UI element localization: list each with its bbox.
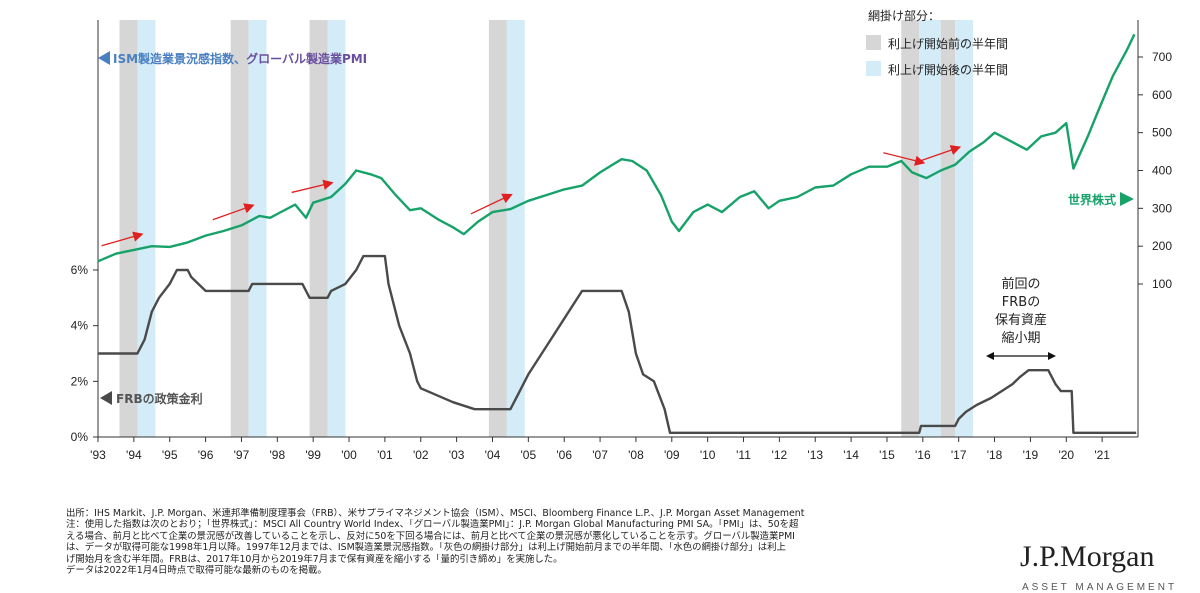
- source-line: 出所：IHS Markit、J.P. Morgan、米連邦準備制度理事会（FRB…: [66, 508, 805, 519]
- x-tick-label: '10: [700, 448, 716, 462]
- source-line: 注：使用した指数は次のとおり；「世界株式」：MSCI All Country W…: [66, 519, 799, 531]
- x-tick-label: '15: [879, 448, 895, 462]
- trend-arrow-icon: [919, 145, 962, 162]
- fed-rate-line: [98, 254, 1137, 434]
- source-line: データは2022年1月4日時点で取得可能な最新のものを掲載。: [66, 565, 327, 577]
- x-tick-label: '19: [1023, 448, 1039, 462]
- x-tick-label: '13: [807, 448, 823, 462]
- x-tick-label: '18: [987, 448, 1003, 462]
- x-tick-label: '06: [556, 448, 572, 462]
- shading-gray-band: [119, 20, 138, 437]
- series: [97, 33, 1137, 434]
- source-line: は、データが取得可能な1998年1月以降。1997年12月までは、ISM製造業景…: [66, 542, 786, 554]
- world-equity-label: 世界株式: [1068, 192, 1116, 207]
- x-tick-label: '09: [664, 448, 680, 462]
- right-tick-label: 100: [1152, 277, 1172, 291]
- x-tick-label: '20: [1058, 448, 1074, 462]
- fed-rate-label: FRBの政策金利: [116, 391, 203, 406]
- jpmorgan-logo: J.P.Morgan: [1020, 540, 1155, 573]
- shading-gray-band: [309, 20, 328, 437]
- qt-annotation-line-1: 前回の: [1001, 276, 1040, 292]
- x-tick-label: '95: [162, 448, 178, 462]
- x-tick-label: '98: [269, 448, 285, 462]
- axes: '93 '94 '95 '96 '97 '98 '99 '00 '01 '02 '03 '04 '05 '…: [71, 20, 1172, 462]
- jpmorgan-logo-sub: ASSET MANAGEMENT: [1022, 582, 1178, 593]
- chart: '93 '94 '95 '96 '97 '98 '99 '00 '01 '02 '03 '04 '05 '…: [71, 8, 1173, 462]
- shading-blue-band: [327, 20, 346, 437]
- trend-arrow-icon: [101, 231, 144, 247]
- trend-arrow-icon: [291, 179, 334, 194]
- shading-blue-band: [955, 20, 974, 437]
- trend-arrow-icon: [212, 203, 255, 221]
- shading-bands: [119, 20, 974, 437]
- qt-annotation-line-2: FRBの: [1002, 295, 1040, 310]
- x-tick-label: '16: [915, 448, 931, 462]
- x-tick-label: '04: [485, 448, 501, 462]
- right-tick-label: 400: [1152, 164, 1172, 178]
- shading-gray-band: [940, 20, 956, 437]
- world-equity-line: [97, 33, 1136, 263]
- ism-label-arrow-icon: [98, 51, 110, 65]
- x-tick-label: '07: [592, 448, 608, 462]
- left-tick-label: 0%: [71, 430, 89, 444]
- shading-gray-band: [488, 20, 507, 437]
- x-tick-label: '96: [198, 448, 214, 462]
- legend-blue-label: 利上げ開始後の半年間: [888, 63, 1008, 77]
- x-tick-label: '03: [449, 448, 465, 462]
- legend-blue-swatch: [866, 61, 881, 76]
- right-tick-label: 600: [1152, 88, 1172, 102]
- x-tick-label: '14: [843, 448, 859, 462]
- left-tick-label: 2%: [71, 374, 89, 388]
- shading-blue-band: [919, 20, 941, 437]
- legend-gray-swatch: [866, 35, 881, 50]
- shading-blue-band: [248, 20, 267, 437]
- shading-blue-band: [506, 20, 525, 437]
- shading-gray-band: [230, 20, 249, 437]
- legend-gray-label: 利上げ開始前の半年間: [888, 36, 1008, 51]
- x-tick-label: '17: [951, 448, 967, 462]
- x-tick-label: '11: [736, 448, 751, 462]
- qt-annotation-line-3: 保有資産: [995, 312, 1047, 328]
- x-tick-label: '93: [90, 448, 106, 462]
- qt-annotation-line-4: 縮小期: [1001, 330, 1040, 346]
- trend-arrows: [101, 145, 962, 247]
- shading-blue-band: [137, 20, 156, 437]
- trend-arrow-icon: [883, 152, 926, 166]
- x-tick-label: '21: [1094, 448, 1110, 462]
- left-tick-label: 6%: [71, 263, 89, 277]
- trend-arrow-icon: [470, 193, 513, 215]
- qt-period-double-arrow-icon: [986, 352, 1056, 360]
- x-tick-label: '12: [772, 448, 788, 462]
- x-tick-label: '94: [126, 448, 142, 462]
- fed-label-arrow-icon: [100, 391, 112, 405]
- x-tick-label: '02: [413, 448, 429, 462]
- source-notes: 出所：IHS Markit、J.P. Morgan、米連邦準備制度理事会（FRB…: [66, 508, 1006, 576]
- ism-pmi-label: ISM製造業景況感指数、グローバル製造業PMI: [113, 51, 367, 66]
- x-tick-label: '97: [234, 448, 250, 462]
- right-tick-label: 500: [1152, 126, 1172, 140]
- x-tick-label: '08: [628, 448, 644, 462]
- equity-label-arrow-icon: [1120, 192, 1134, 206]
- right-tick-label: 300: [1152, 201, 1172, 215]
- x-tick-label: '05: [521, 448, 537, 462]
- shading-gray-band: [901, 20, 920, 437]
- right-tick-label: 700: [1152, 50, 1172, 64]
- left-tick-label: 4%: [71, 319, 89, 333]
- source-line: える場合、前月と比べて企業の景況感が改善していることを示し、反対に50を下回る場…: [66, 530, 795, 542]
- x-tick-label: '99: [305, 448, 321, 462]
- source-line: げ開始月を含む半年間。FRBは、2017年10月から2019年7月まで保有資産を…: [66, 553, 563, 565]
- legend-title: 網掛け部分：: [868, 8, 940, 23]
- right-tick-label: 200: [1152, 239, 1172, 253]
- x-tick-label: '00: [341, 448, 357, 462]
- x-tick-label: '01: [377, 448, 393, 462]
